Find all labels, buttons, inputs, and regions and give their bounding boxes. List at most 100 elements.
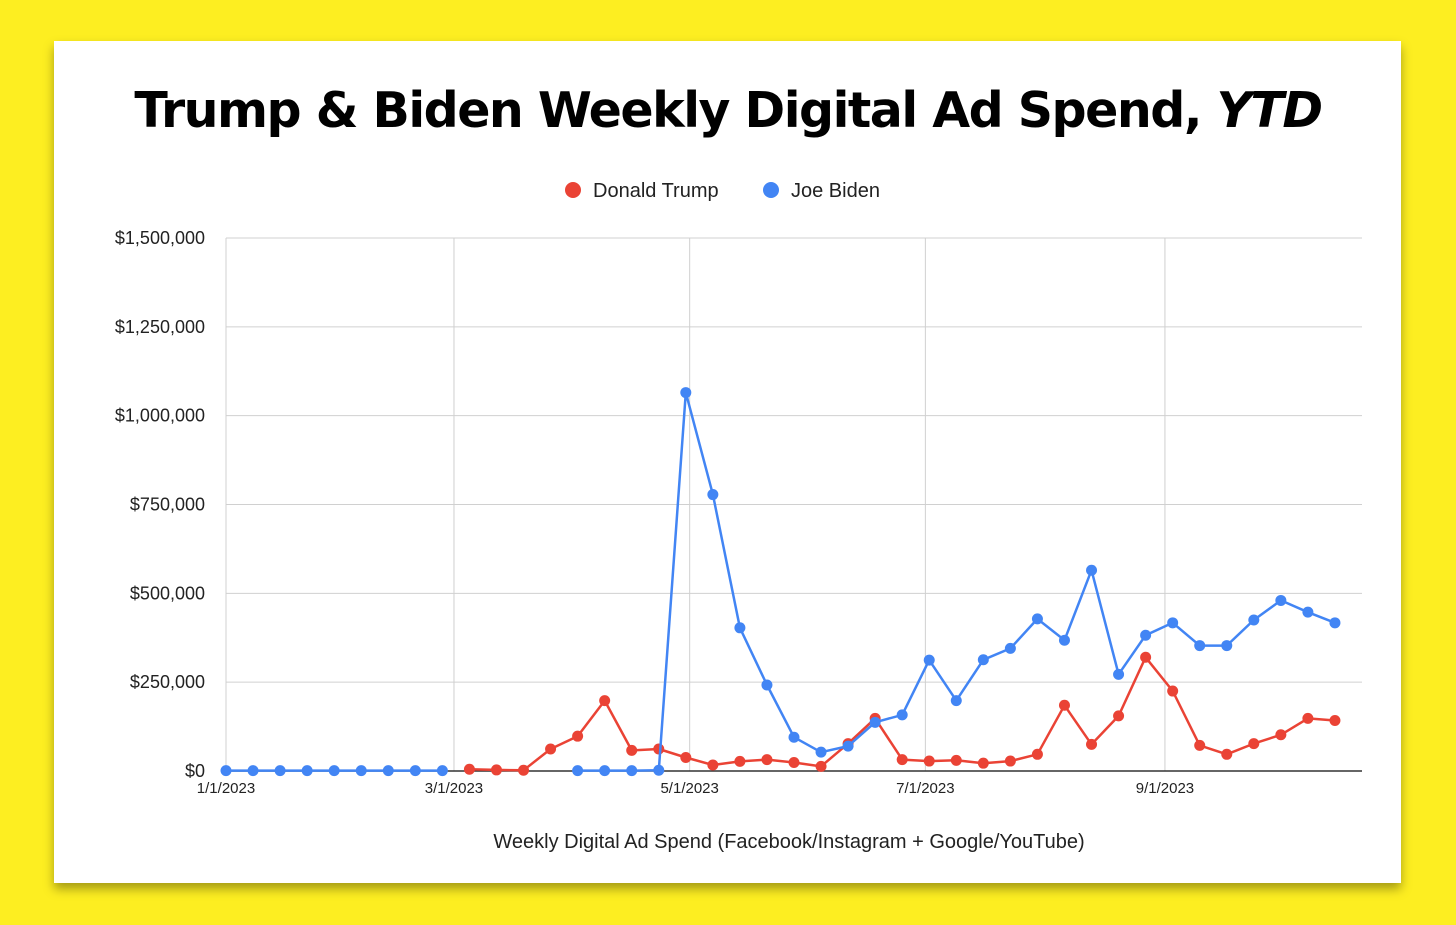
data-point bbox=[220, 765, 232, 777]
data-point bbox=[815, 746, 827, 758]
chart-card bbox=[54, 41, 1401, 883]
data-point bbox=[626, 744, 638, 756]
data-point bbox=[1140, 651, 1152, 663]
data-point bbox=[1113, 668, 1125, 680]
data-point bbox=[247, 765, 259, 777]
y-tick-label: $750,000 bbox=[130, 495, 205, 515]
data-point bbox=[382, 765, 394, 777]
legend-item: Joe Biden bbox=[763, 180, 880, 202]
data-point bbox=[1221, 640, 1233, 652]
x-tick-label: 7/1/2023 bbox=[896, 780, 954, 797]
data-point bbox=[599, 695, 611, 707]
x-tick-label: 9/1/2023 bbox=[1136, 780, 1194, 797]
y-tick-label: $250,000 bbox=[130, 672, 205, 692]
legend-item: Donald Trump bbox=[565, 180, 719, 202]
x-tick-label: 1/1/2023 bbox=[197, 780, 255, 797]
data-point bbox=[355, 765, 367, 777]
data-point bbox=[328, 765, 340, 777]
data-point bbox=[626, 765, 638, 777]
data-point bbox=[653, 764, 665, 776]
x-axis-ticks: 1/1/2023 3/1/2023 5/1/2023 7/1/2023 9/1/2023 bbox=[197, 780, 1194, 797]
data-point bbox=[680, 387, 692, 399]
legend-marker bbox=[565, 182, 581, 198]
y-tick-label: $500,000 bbox=[130, 583, 205, 603]
data-point bbox=[1031, 613, 1043, 625]
data-point bbox=[869, 716, 881, 728]
chart-legend: Donald Trump Joe Biden bbox=[565, 180, 880, 202]
data-point bbox=[1113, 710, 1125, 722]
data-point bbox=[1248, 614, 1260, 626]
data-point bbox=[463, 763, 475, 775]
y-tick-label: $1,500,000 bbox=[115, 228, 205, 248]
series-joe-biden bbox=[220, 387, 1341, 777]
data-point bbox=[274, 765, 286, 777]
data-point bbox=[1275, 594, 1287, 606]
y-tick-label: $1,000,000 bbox=[115, 406, 205, 426]
chart-title: Trump & Biden Weekly Digital Ad Spend, Y… bbox=[0, 82, 1456, 139]
y-tick-label: $1,250,000 bbox=[115, 317, 205, 337]
data-point bbox=[950, 695, 962, 707]
data-point bbox=[1194, 739, 1206, 751]
data-point bbox=[1004, 755, 1016, 767]
data-point bbox=[599, 765, 611, 777]
data-point bbox=[761, 754, 773, 766]
data-point bbox=[950, 754, 962, 766]
data-point bbox=[490, 764, 502, 776]
data-point bbox=[1086, 564, 1098, 576]
data-point bbox=[1194, 640, 1206, 652]
data-point bbox=[1329, 715, 1341, 727]
data-point bbox=[301, 765, 313, 777]
data-point bbox=[896, 754, 908, 766]
data-point bbox=[545, 743, 557, 755]
x-tick-label: 5/1/2023 bbox=[660, 780, 718, 797]
data-point bbox=[518, 764, 530, 776]
x-tick-label: 3/1/2023 bbox=[425, 780, 483, 797]
data-point bbox=[923, 654, 935, 666]
y-axis-ticks: $0 $250,000 $500,000 $750,000 $1,000,000 $1,2… bbox=[115, 228, 205, 781]
data-point bbox=[1031, 748, 1043, 760]
x-axis-label: Weekly Digital Ad Spend (Facebook/Instag… bbox=[493, 831, 1084, 853]
data-point bbox=[1086, 738, 1098, 750]
data-point bbox=[788, 756, 800, 768]
data-point bbox=[923, 755, 935, 767]
legend-marker bbox=[763, 182, 779, 198]
data-point bbox=[1248, 738, 1260, 750]
data-point bbox=[680, 751, 692, 763]
data-point bbox=[1302, 606, 1314, 618]
data-point bbox=[572, 765, 584, 777]
data-point bbox=[1329, 617, 1341, 629]
data-point bbox=[1221, 748, 1233, 760]
data-point bbox=[842, 740, 854, 752]
data-point bbox=[977, 757, 989, 769]
legend-label: Donald Trump bbox=[593, 180, 719, 202]
data-point bbox=[1058, 634, 1070, 646]
data-point bbox=[977, 654, 989, 666]
legend-label: Joe Biden bbox=[791, 180, 880, 202]
data-point bbox=[1275, 729, 1287, 741]
data-point bbox=[1058, 699, 1070, 711]
data-point bbox=[653, 743, 665, 755]
data-point bbox=[707, 489, 719, 501]
data-point bbox=[734, 622, 746, 634]
data-point bbox=[788, 731, 800, 743]
data-point bbox=[896, 709, 908, 721]
chart-series bbox=[220, 387, 1341, 777]
data-point bbox=[572, 730, 584, 742]
data-point bbox=[1167, 617, 1179, 629]
series-line bbox=[226, 391, 1336, 772]
chart-gridlines bbox=[225, 237, 1362, 771]
y-tick-label: $0 bbox=[185, 761, 205, 781]
data-point bbox=[1140, 629, 1152, 641]
data-point bbox=[707, 759, 719, 771]
data-point bbox=[761, 679, 773, 691]
data-point bbox=[734, 755, 746, 767]
data-point bbox=[409, 765, 421, 777]
data-point bbox=[1167, 685, 1179, 697]
data-point bbox=[436, 765, 448, 777]
data-point bbox=[815, 760, 827, 772]
chart-title-main: Trump & Biden Weekly Digital Ad Spend, bbox=[134, 82, 1202, 139]
chart-title-italic: YTD bbox=[1216, 82, 1324, 139]
data-point bbox=[1302, 712, 1314, 724]
data-point bbox=[1004, 642, 1016, 654]
